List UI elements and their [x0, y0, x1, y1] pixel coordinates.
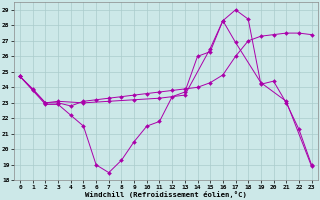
X-axis label: Windchill (Refroidissement éolien,°C): Windchill (Refroidissement éolien,°C) — [85, 191, 247, 198]
